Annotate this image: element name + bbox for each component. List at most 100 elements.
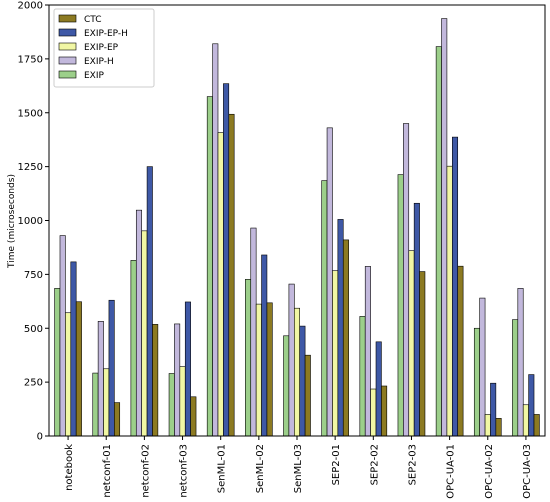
x-tick-label: netconf-01 [102,444,113,498]
bar-exip-opc-ua-01 [435,46,442,437]
bar-ctc-sep2-02 [381,385,388,437]
bar-ctc-notebook [75,301,82,437]
bar-exip-h-opc-ua-01 [441,18,448,437]
bar-exip-sep2-02 [359,316,366,437]
legend-label-ctc: CTC [84,15,102,25]
bar-ctc-sep2-03 [419,271,426,437]
bar-exip-h-sep2-03 [403,123,410,437]
x-tick-label: SenML-03 [293,444,304,493]
bar-exip-netconf-03 [168,373,175,437]
x-tick-label: OPC-UA-01 [446,444,457,499]
bar-exip-ep-h-senml-03 [299,325,306,437]
bar-exip-senml-01 [206,96,213,437]
bar-exip-senml-02 [245,279,252,437]
y-tick-label: 250 [24,378,43,389]
bar-exip-ep-senml-01 [217,132,224,437]
bar-exip-netconf-01 [92,372,99,437]
bar-exip-notebook [54,288,61,437]
legend-label-exip: EXIP [84,71,105,81]
x-tick-label: SEP2-01 [331,444,342,485]
bar-exip-ep-h-netconf-02 [146,166,153,437]
bar-exip-ep-h-senml-01 [223,83,230,437]
y-tick-label: 2000 [18,1,43,12]
legend-swatch-exip [58,70,77,79]
y-tick-label: 0 [37,432,43,443]
bar-ctc-netconf-03 [190,396,197,437]
legend-swatch-exip-h [58,56,77,65]
bar-exip-ep-senml-02 [255,303,262,437]
bar-exip-h-senml-01 [212,43,219,437]
bar-exip-ep-h-senml-02 [261,254,268,437]
y-tick-label: 1000 [18,216,43,227]
bar-exip-h-senml-02 [250,227,257,437]
x-tick-label: netconf-02 [140,444,151,498]
bar-exip-sep2-01 [321,180,328,437]
y-tick-label: 750 [24,270,43,281]
x-tick-label: SenML-01 [217,444,228,493]
bar-exip-opc-ua-03 [512,319,519,437]
bar-exip-ep-h-notebook [70,261,77,437]
y-axis: 0 250 500 750 1000 1250 1500 1750 2000 [18,1,49,443]
bar-ctc-senml-03 [304,354,311,437]
y-tick-label: 1500 [18,108,43,119]
bar-exip-h-opc-ua-03 [517,288,524,437]
x-tick-label: notebook [64,444,75,491]
bar-exip-ep-senml-03 [293,307,300,437]
x-tick-label: netconf-03 [179,444,190,498]
legend-box [53,8,155,88]
bar-ctc-netconf-01 [114,402,121,437]
bar-exip-h-sep2-01 [326,127,333,437]
bar-exip-ep-h-netconf-03 [184,301,191,437]
x-tick-label: OPC-UA-03 [522,444,533,499]
legend-label-exip-ep-h: EXIP-EP-H [84,29,128,39]
bar-exip-ep-netconf-03 [179,366,186,437]
bar-exip-senml-03 [283,335,290,437]
legend-swatch-exip-ep [58,42,77,51]
y-tick-label: 500 [24,324,43,335]
bar-exip-h-netconf-02 [135,209,142,437]
bar-exip-ep-h-sep2-01 [337,219,344,437]
bar-exip-ep-opc-ua-02 [484,414,491,437]
bar-exip-ep-h-opc-ua-03 [528,374,535,437]
y-tick-label: 1750 [18,54,43,65]
bar-exip-ep-h-opc-ua-01 [452,136,459,437]
bar-exip-sep2-03 [397,174,404,437]
x-axis: notebook netconf-01 netconf-02 netconf-03 Se… [64,436,533,499]
bar-exip-ep-sep2-01 [332,270,339,437]
bar-exip-h-netconf-03 [174,323,181,437]
bar-exip-h-senml-03 [288,283,295,437]
x-tick-label: SEP2-02 [369,444,380,485]
bar-exip-ep-netconf-01 [103,368,110,437]
x-tick-label: SenML-02 [255,444,266,493]
y-tick-label: 1250 [18,162,43,173]
bar-exip-ep-h-netconf-01 [108,299,115,437]
bar-exip-ep-notebook [65,312,72,437]
legend-label-exip-ep: EXIP-EP [84,43,119,53]
bar-exip-netconf-02 [130,260,137,437]
bar-ctc-senml-02 [266,302,273,437]
bar-ctc-netconf-02 [152,324,159,437]
bar-exip-ep-sep2-02 [370,388,377,437]
bar-exip-ep-sep2-03 [408,250,415,437]
legend: CTC EXIP-EP-H EXIP-EP EXIP-H EXIP [53,8,155,88]
legend-swatch-exip-ep-h [58,28,77,37]
bar-exip-opc-ua-02 [473,327,480,437]
bar-exip-h-opc-ua-02 [479,297,486,437]
bar-exip-ep-netconf-02 [141,230,148,437]
x-tick-label: OPC-UA-02 [484,444,495,499]
bar-ctc-opc-ua-02 [495,418,502,437]
bar-exip-h-sep2-02 [364,266,371,437]
legend-label-exip-h: EXIP-H [84,57,114,67]
bar-exip-ep-h-opc-ua-02 [490,382,497,437]
bar-ctc-sep2-01 [342,239,349,437]
bar-exip-ep-h-sep2-02 [375,341,382,437]
bar-exip-h-netconf-01 [97,321,104,437]
bar-ctc-senml-01 [228,113,235,437]
bar-exip-ep-opc-ua-03 [522,404,529,437]
bar-exip-ep-opc-ua-01 [446,165,453,437]
bar-exip-ep-h-sep2-03 [413,202,420,437]
bars-layer [54,18,540,437]
y-axis-label: Time (microseconds) [7,174,17,269]
